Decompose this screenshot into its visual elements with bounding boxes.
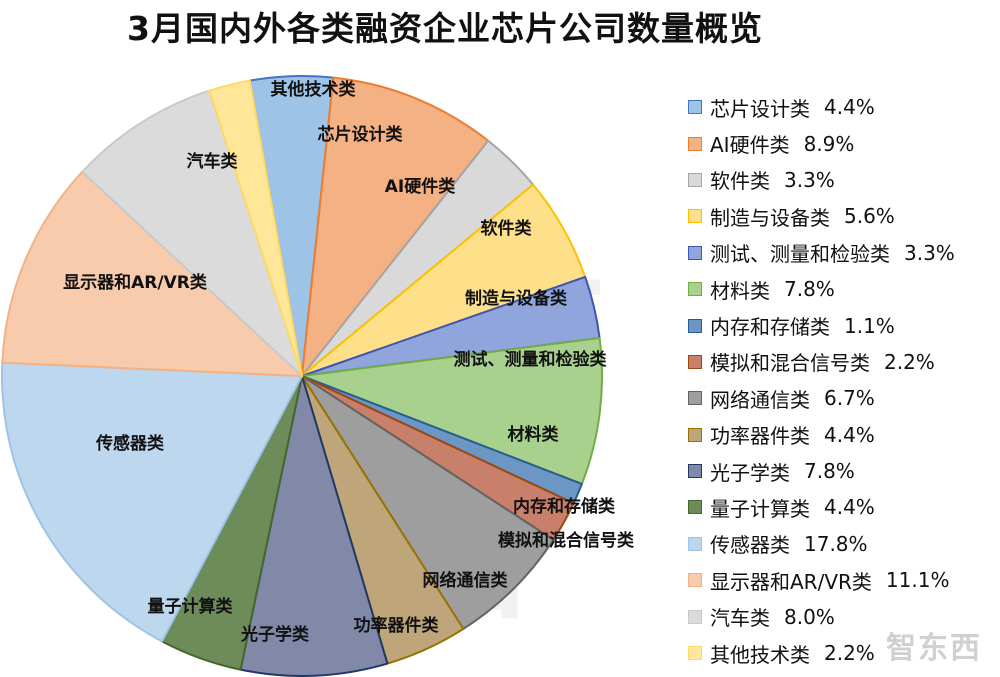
legend-label: AI硬件类 <box>710 133 790 158</box>
legend-swatch <box>688 282 702 297</box>
legend-label: 其他技术类 <box>710 642 810 667</box>
legend-item: AI硬件类 8.9% <box>688 125 1000 161</box>
legend-label: 内存和存储类 <box>710 315 830 340</box>
slice-label: 网络通信类 <box>423 570 509 591</box>
legend-swatch <box>688 136 702 151</box>
legend-percentage: 4.4% <box>824 422 875 447</box>
slice-label: 功率器件类 <box>354 615 440 636</box>
legend-swatch <box>688 172 702 187</box>
legend-swatch <box>688 100 702 115</box>
slice-label: 汽车类 <box>187 151 239 172</box>
legend-percentage: 2.2% <box>824 641 875 666</box>
legend-swatch <box>688 500 702 515</box>
slice-label: 内存和存储类 <box>513 496 616 517</box>
pie-slice <box>301 76 490 377</box>
legend-label: 传感器类 <box>710 533 790 558</box>
legend-item: 软件类 3.3% <box>688 162 1000 198</box>
pie-slice <box>301 337 603 485</box>
slice-label: 量子计算类 <box>148 596 234 617</box>
pie-chart: 芯片设计类 AI硬件类软件类制造与设备类测试、测量和检验类材料类内存和存储类模拟和… <box>1 75 635 677</box>
pie-slice <box>1 361 303 643</box>
chart-title: 3月国内外各类融资企业芯片公司数量概览 <box>127 9 763 48</box>
legend-percentage: 7.8% <box>804 459 855 484</box>
legend-percentage: 1.1% <box>844 313 895 338</box>
legend-swatch <box>688 536 702 551</box>
slice-label: 材料类 <box>508 424 560 445</box>
legend-label: 功率器件类 <box>710 424 810 449</box>
slice-label: AI硬件类 <box>385 176 456 197</box>
legend-percentage: 11.1% <box>885 568 950 593</box>
legend-item: 测试、测量和检验类 3.3% <box>688 235 1000 271</box>
legend-percentage: 8.9% <box>803 131 855 156</box>
legend-percentage: 8.0% <box>784 604 835 629</box>
legend-item: 材料类 7.8% <box>688 271 1000 307</box>
legend-swatch <box>688 464 702 479</box>
slice-label: 显示器和AR/VR类 <box>63 272 208 293</box>
legend-swatch <box>688 354 702 369</box>
legend-item: 功率器件类 4.4% <box>688 417 1000 453</box>
legend-swatch <box>688 573 702 588</box>
legend-percentage: 3.3% <box>904 240 955 265</box>
legend-percentage: 3.3% <box>784 167 835 192</box>
slice-label: 测试、测量和检验类 <box>454 349 608 370</box>
legend-label: 汽车类 <box>710 606 770 631</box>
legend-item: 网络通信类 6.7% <box>688 380 1000 416</box>
legend-item: 制造与设备类 5.6% <box>688 198 1000 234</box>
legend-item: 显示器和AR/VR类 11.1% <box>688 562 1000 598</box>
legend-swatch <box>688 318 702 333</box>
legend-percentage: 5.6% <box>844 204 895 229</box>
slice-label: 制造与设备类 <box>465 288 568 309</box>
legend-label: 量子计算类 <box>710 496 810 521</box>
legend-label: 软件类 <box>710 169 770 194</box>
legend-swatch <box>688 209 702 224</box>
legend: 芯片设计类 4.4% AI硬件类 8.9% 软件类 3.3% 制造与设备类 5.6% 测试、测量… <box>688 89 1000 671</box>
slice-label: 模拟和混合信号类 <box>498 530 635 551</box>
slice-label: 其他技术类 <box>271 79 357 100</box>
legend-percentage: 4.4% <box>824 95 875 120</box>
legend-swatch <box>688 391 702 406</box>
legend-label: 显示器和AR/VR类 <box>710 569 872 594</box>
pie-slice <box>208 79 303 377</box>
legend-percentage: 17.8% <box>804 531 868 556</box>
legend-percentage: 4.4% <box>824 495 875 520</box>
legend-item: 内存和存储类 1.1% <box>688 307 1000 343</box>
legend-swatch <box>688 427 702 442</box>
legend-percentage: 7.8% <box>784 277 835 302</box>
watermark-logo: 智东西 <box>886 631 982 666</box>
legend-item: 模拟和混合信号类 2.2% <box>688 344 1000 380</box>
legend-swatch <box>688 609 702 624</box>
legend-item: 其他技术类 2.2% <box>688 635 1000 671</box>
legend-item: 芯片设计类 4.4% <box>688 89 1000 125</box>
legend-label: 材料类 <box>710 278 770 303</box>
slice-label: 传感器类 <box>95 433 165 454</box>
legend-percentage: 2.2% <box>884 349 935 374</box>
legend-label: 网络通信类 <box>710 387 810 412</box>
slice-label: 芯片设计类 <box>318 124 404 145</box>
legend-swatch <box>688 646 702 661</box>
pie-slice <box>301 375 555 630</box>
slice-label: 软件类 <box>481 218 533 239</box>
legend-label: 模拟和混合信号类 <box>710 351 870 376</box>
pie-slices <box>1 75 603 677</box>
pie-slice <box>81 89 303 377</box>
pie-slice <box>1 170 303 377</box>
legend-label: 制造与设备类 <box>710 205 830 230</box>
pie-slice <box>239 375 389 677</box>
legend-label: 光子学类 <box>710 460 790 485</box>
slice-label: 光子学类 <box>240 624 310 645</box>
legend-item: 汽车类 8.0% <box>688 598 1000 634</box>
pie-slice-labels: 芯片设计类 AI硬件类软件类制造与设备类测试、测量和检验类材料类内存和存储类模拟和… <box>63 79 635 645</box>
legend-item: 光子学类 7.8% <box>688 453 1000 489</box>
legend-swatch <box>688 245 702 260</box>
legend-percentage: 6.7% <box>824 386 875 411</box>
legend-item: 传感器类 17.8% <box>688 526 1000 562</box>
legend-label: 测试、测量和检验类 <box>710 242 890 267</box>
legend-label: 芯片设计类 <box>710 96 810 121</box>
legend-item: 量子计算类 4.4% <box>688 489 1000 525</box>
